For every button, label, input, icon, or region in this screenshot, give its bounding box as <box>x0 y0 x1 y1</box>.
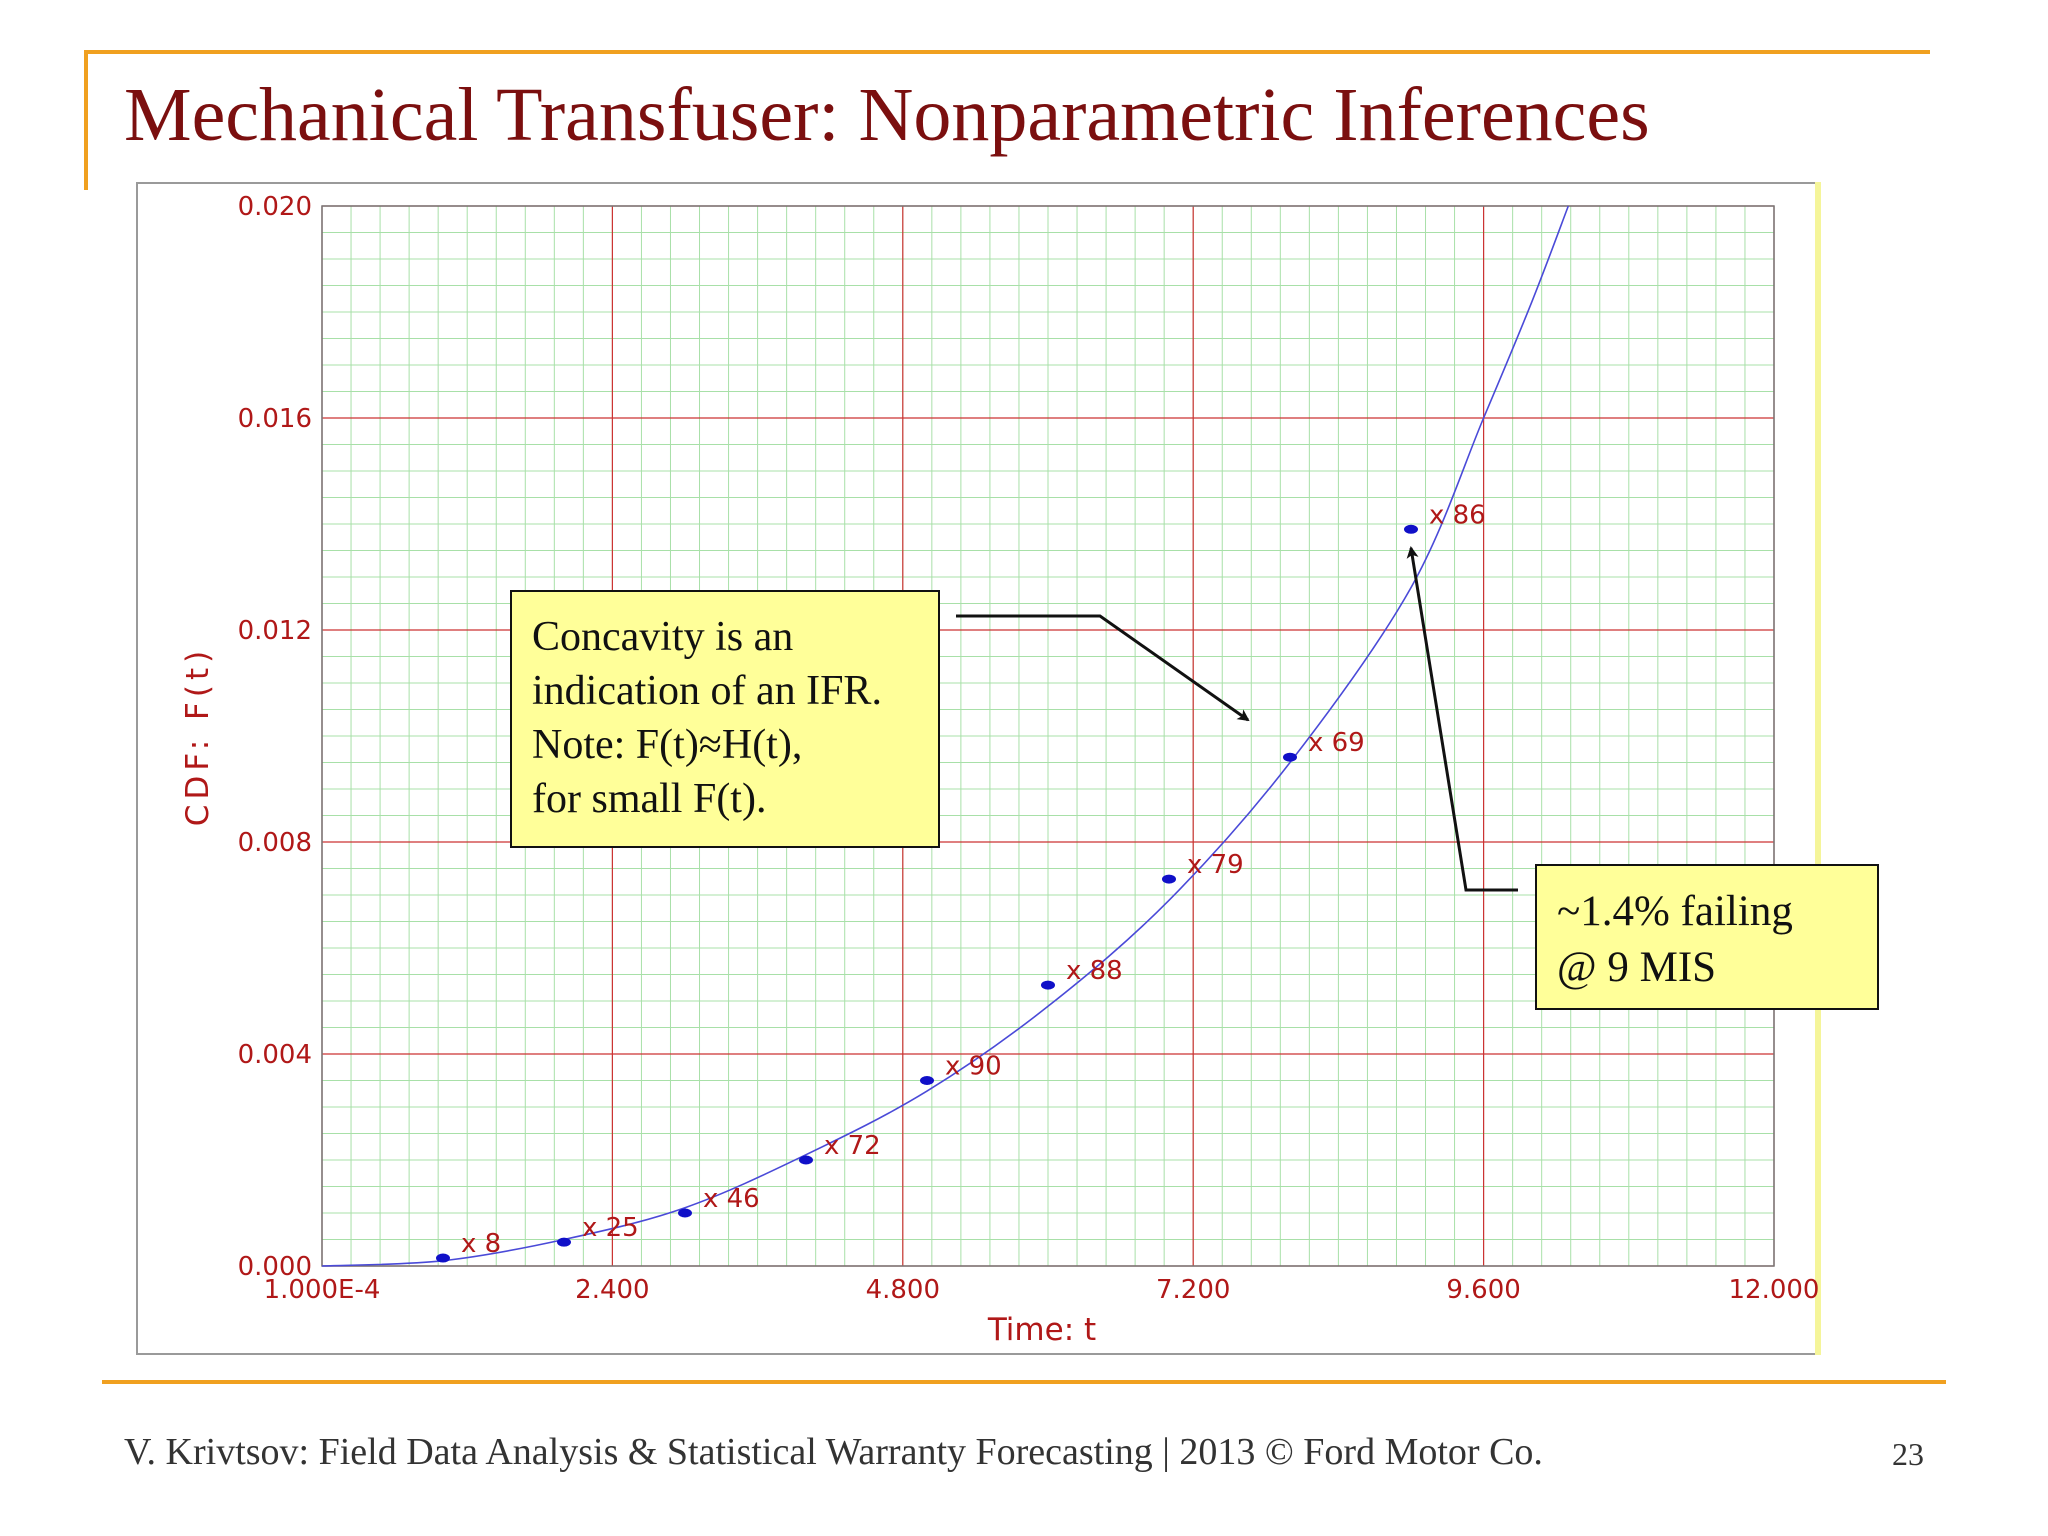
minor-grid <box>321 205 1775 1267</box>
page-number: 23 <box>1892 1436 1924 1472</box>
data-point <box>677 1208 692 1218</box>
data-point <box>1403 524 1418 534</box>
concavity-callout-arrow <box>956 614 1250 722</box>
y-tick-label: 0.012 <box>238 616 312 646</box>
concavity-callout: Concavity is an indication of an IFR. No… <box>510 590 940 848</box>
x-tick-label: 9.600 <box>1446 1275 1520 1305</box>
failing-callout: ~1.4% failing @ 9 MIS <box>1535 864 1879 1010</box>
data-point <box>556 1237 571 1247</box>
data-point-label: x 72 <box>824 1131 881 1161</box>
failing-callout-arrow <box>1406 546 1518 892</box>
x-tick-label: 12.000 <box>1729 1275 1818 1305</box>
data-point-label: x 86 <box>1429 500 1486 530</box>
concavity-callout-line: Concavity is an <box>532 614 794 660</box>
concavity-callout-line: Note: F(t)≈H(t), <box>532 722 803 768</box>
data-point-label: x 90 <box>945 1052 1002 1082</box>
plot-area-border <box>321 205 1775 1267</box>
y-tick-labels: 0.000 0.004 0.008 0.012 0.016 0.020 <box>238 192 312 1282</box>
data-point <box>919 1076 934 1085</box>
top-accent-rule <box>84 50 1930 54</box>
x-axis-label: Time: t <box>987 1312 1096 1348</box>
x-tick-label: 7.200 <box>1156 1275 1230 1305</box>
data-point-label: x 46 <box>703 1184 760 1214</box>
data-point-label: x 69 <box>1308 728 1365 758</box>
data-point-label: x 88 <box>1066 956 1123 986</box>
data-point-label: x 8 <box>461 1229 501 1259</box>
x-tick-label: 4.800 <box>866 1275 940 1305</box>
y-tick-label: 0.004 <box>238 1040 312 1070</box>
data-point <box>1040 980 1055 990</box>
x-tick-labels: 1.000E-4 2.400 4.800 7.200 9.600 12.000 <box>264 1275 1818 1305</box>
concavity-callout-line: indication of an IFR. <box>532 668 882 714</box>
slide-title: Mechanical Transfuser: Nonparametric Inf… <box>124 73 1650 157</box>
cdf-chart: 1.000E-4 2.400 4.800 7.200 9.600 12.000 0.000… <box>180 192 1818 1348</box>
data-point <box>798 1155 813 1165</box>
y-tick-label: 0.020 <box>238 192 312 222</box>
data-point <box>435 1253 450 1263</box>
x-tick-label: 2.400 <box>575 1275 649 1305</box>
data-point-label: x 79 <box>1187 850 1244 880</box>
data-points: x 8 x 25 x 46 x 72 x 90 x 88 x 79 x 69 x 86 <box>435 500 1486 1263</box>
failing-callout-line: ~1.4% failing <box>1557 888 1793 935</box>
data-point <box>1282 752 1297 762</box>
y-tick-label: 0.008 <box>238 828 312 858</box>
bottom-accent-rule <box>102 1380 1946 1384</box>
data-point <box>1161 874 1176 884</box>
y-tick-label: 0.016 <box>238 404 312 434</box>
x-tick-label: 1.000E-4 <box>264 1275 381 1305</box>
concavity-callout-line: for small F(t). <box>532 776 767 822</box>
left-accent-rule <box>84 50 88 190</box>
slide-footer: V. Krivtsov: Field Data Analysis & Stati… <box>124 1431 1543 1473</box>
y-axis-label: CDF: F(t) <box>180 646 216 826</box>
chart-frame-edge <box>1815 182 1821 1355</box>
y-tick-label: 0.000 <box>238 1252 312 1282</box>
failing-callout-line: @ 9 MIS <box>1557 944 1717 991</box>
data-point-label: x 25 <box>582 1213 639 1243</box>
